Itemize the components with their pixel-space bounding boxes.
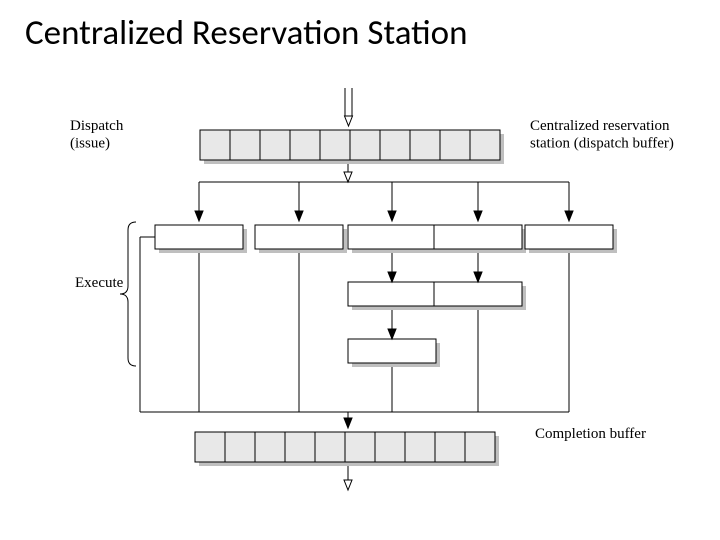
exec-box <box>434 282 522 306</box>
label-dispatch: Dispatch(issue) <box>70 118 124 151</box>
exec-box <box>348 282 436 306</box>
exec-box <box>525 225 613 249</box>
exec-box <box>255 225 343 249</box>
diagram-canvas: Dispatch(issue) Centralized reservationst… <box>0 0 720 540</box>
exec-box <box>348 225 436 249</box>
completion-buffer <box>195 432 499 466</box>
label-execute: Execute <box>75 275 124 291</box>
dispatch-buffer <box>200 130 504 164</box>
label-crs: Centralized reservationstation (dispatch… <box>530 118 674 151</box>
exec-box <box>155 225 243 249</box>
exec-box <box>434 225 522 249</box>
label-compbuf: Completion buffer <box>535 426 646 442</box>
execute-brace <box>120 222 136 366</box>
exec-box <box>348 339 436 363</box>
